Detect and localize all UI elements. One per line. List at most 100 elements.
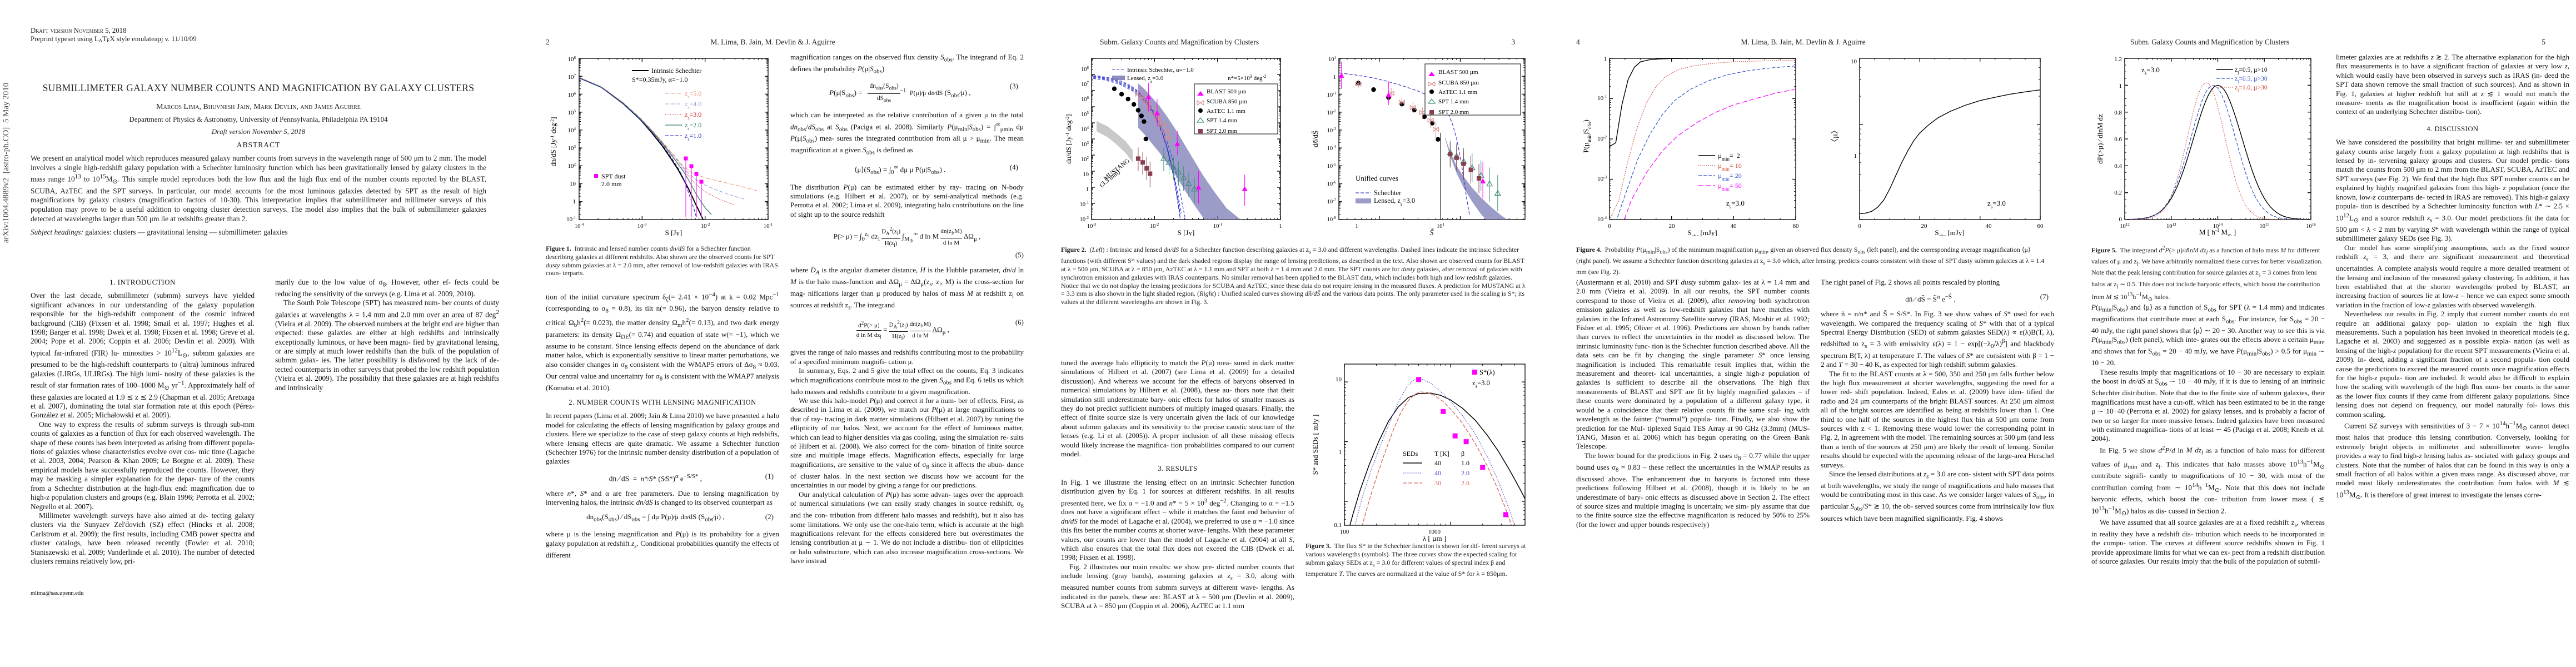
svg-text:Sobs [mJy]: Sobs [mJy] [1935, 228, 1964, 236]
svg-text:2.0 mm: 2.0 mm [601, 180, 622, 188]
svg-text:BLAST 500 µm: BLAST 500 µm [1438, 69, 1478, 76]
svg-text:P(µmin|Sobs): P(µmin|Sobs) [1582, 120, 1592, 153]
svg-text:20: 20 [1669, 223, 1676, 230]
svg-text:1013: 1013 [2166, 222, 2176, 230]
svg-text:10-2: 10-2 [1080, 216, 1089, 223]
svg-text:10-2: 10-2 [1327, 109, 1337, 116]
svg-text:105: 105 [1081, 111, 1089, 118]
svg-text:zl=0.5, µ>10: zl=0.5, µ>10 [2235, 67, 2268, 76]
svg-text:1015: 1015 [2260, 222, 2270, 230]
svg-text:10-3: 10-3 [1327, 127, 1337, 134]
svg-text:103: 103 [1081, 141, 1089, 148]
svg-text:zs=2.0: zs=2.0 [685, 121, 701, 131]
svg-text:µmin= 50: µmin= 50 [1718, 182, 1742, 192]
svg-text:20: 20 [1921, 223, 1928, 230]
svg-text:10: 10 [1851, 58, 1857, 65]
svg-text:S [Jy]: S [Jy] [1178, 228, 1195, 236]
svg-text:107: 107 [1081, 81, 1089, 88]
svg-text:dP(>µ) ⁄ dlnM dz: dP(>µ) ⁄ dlnM dz [2096, 114, 2104, 164]
svg-text:T [K]: T [K] [1434, 450, 1449, 457]
svg-text:10-1: 10-1 [1327, 91, 1337, 98]
svg-text:10-1: 10-1 [764, 222, 773, 230]
svg-text:10-3: 10-3 [1597, 175, 1607, 182]
svg-text:10-6: 10-6 [1327, 180, 1337, 187]
svg-text:0: 0 [2119, 216, 2122, 223]
svg-text:1: 1 [1279, 223, 1282, 230]
svg-text:0: 0 [1858, 223, 1861, 230]
svg-text:dn/dS [Jy-1 deg-2]: dn/dS [Jy-1 deg-2] [549, 117, 557, 166]
svg-text:1: 1 [1339, 449, 1342, 456]
svg-text:10-4: 10-4 [1597, 216, 1607, 223]
svg-text:Lensed, zs=3.0: Lensed, zs=3.0 [1374, 197, 1415, 207]
svg-text:0.8: 0.8 [2114, 109, 2122, 116]
svg-text:104: 104 [1081, 126, 1089, 133]
svg-text:S̃: S̃ [1430, 228, 1434, 236]
svg-text:SPT 2.0 mm: SPT 2.0 mm [1207, 128, 1238, 135]
svg-text:µmin= 2: µmin= 2 [1718, 152, 1740, 162]
svg-text:0.2: 0.2 [2114, 190, 2122, 196]
svg-text:Unified curves: Unified curves [1356, 174, 1398, 182]
svg-text:40: 40 [1986, 223, 1992, 230]
svg-text:S*(λ): S*(λ) [1479, 369, 1495, 376]
svg-text:AzTEC 1.1 mm: AzTEC 1.1 mm [1438, 89, 1477, 96]
svg-text:SPT 1.4 mm: SPT 1.4 mm [1438, 98, 1469, 105]
svg-text:1012: 1012 [2120, 222, 2130, 230]
svg-text:zs=1.0: zs=1.0 [685, 132, 701, 142]
svg-text:10-2: 10-2 [701, 222, 710, 230]
svg-text:SCUBA 850 µm: SCUBA 850 µm [1207, 98, 1247, 105]
svg-text:10-4: 10-4 [575, 222, 584, 230]
svg-text:30: 30 [1434, 479, 1441, 487]
svg-text:Sobs [mJy]: Sobs [mJy] [1687, 228, 1717, 236]
svg-text:10-1: 10-1 [1213, 222, 1223, 230]
svg-text:0.4: 0.4 [2114, 163, 2122, 170]
svg-text:101: 101 [1437, 222, 1445, 230]
svg-text:SPT dust: SPT dust [601, 172, 626, 180]
svg-text:10-8: 10-8 [1327, 216, 1337, 223]
svg-text:40: 40 [1434, 459, 1441, 467]
svg-text:60: 60 [2037, 223, 2044, 230]
svg-text:λ [ µm ]: λ [ µm ] [1423, 534, 1446, 542]
svg-text:10: 10 [1336, 376, 1342, 383]
svg-text:1.2: 1.2 [2114, 56, 2122, 63]
svg-text:zs=3.0: zs=3.0 [1726, 199, 1745, 210]
svg-text:2.0: 2.0 [1461, 479, 1469, 487]
svg-text:1.0: 1.0 [1461, 459, 1469, 467]
svg-text:10: 10 [1083, 172, 1089, 178]
svg-text:dñ/dS̃: dñ/dS̃ [1311, 131, 1319, 147]
svg-text:40: 40 [1731, 223, 1737, 230]
svg-text:108: 108 [1081, 66, 1089, 73]
svg-text:µmin= 20: µmin= 20 [1718, 172, 1742, 182]
svg-text:µmin= 10: µmin= 10 [1718, 162, 1742, 172]
svg-text:103: 103 [568, 145, 576, 152]
svg-text:SCUBA 850 µm: SCUBA 850 µm [1438, 79, 1479, 86]
svg-text:0.1: 0.1 [1334, 522, 1342, 529]
svg-text:zl=0.5, µ>30: zl=0.5, µ>30 [2235, 76, 2268, 84]
svg-text:zs=3.0: zs=3.0 [2141, 66, 2160, 76]
svg-text:10: 10 [570, 181, 576, 187]
svg-text:106: 106 [568, 91, 576, 98]
svg-text:10-2: 10-2 [1597, 135, 1607, 142]
svg-text:1: 1 [1333, 74, 1336, 81]
svg-text:10-1: 10-1 [566, 216, 576, 223]
svg-text:107: 107 [568, 73, 576, 81]
svg-text:1: 1 [1604, 56, 1607, 62]
svg-text:SPT 1.4 mm: SPT 1.4 mm [1207, 117, 1238, 124]
svg-text:10-3: 10-3 [637, 222, 647, 230]
svg-text:10-7: 10-7 [1327, 198, 1337, 205]
svg-text:1016: 1016 [2306, 222, 2316, 230]
svg-text:n*=5×103 deg-2: n*=5×103 deg-2 [1228, 74, 1266, 82]
svg-text:100: 100 [1340, 529, 1349, 535]
svg-text:1: 1 [1086, 187, 1089, 193]
svg-text:SPT 2.0 mm: SPT 2.0 mm [1438, 109, 1469, 116]
svg-text:10-3: 10-3 [1087, 222, 1097, 230]
svg-text:10-1: 10-1 [1597, 94, 1607, 102]
svg-text:10-4: 10-4 [1327, 145, 1337, 152]
svg-text:0: 0 [1608, 223, 1611, 230]
svg-text:Intrinsic Schechter: Intrinsic Schechter [651, 67, 701, 74]
svg-text:zs=4.0: zs=4.0 [685, 100, 701, 110]
svg-text:Lensed, zs=3.0: Lensed, zs=3.0 [1127, 75, 1164, 84]
svg-text:M [ h-1 M⊙ ]: M [ h-1 M⊙ ] [2199, 227, 2236, 236]
svg-text:2.0: 2.0 [1461, 469, 1469, 477]
svg-text:106: 106 [1081, 96, 1089, 103]
svg-text:Intrinsic Schechter, α=−1.0: Intrinsic Schechter, α=−1.0 [1127, 67, 1194, 73]
